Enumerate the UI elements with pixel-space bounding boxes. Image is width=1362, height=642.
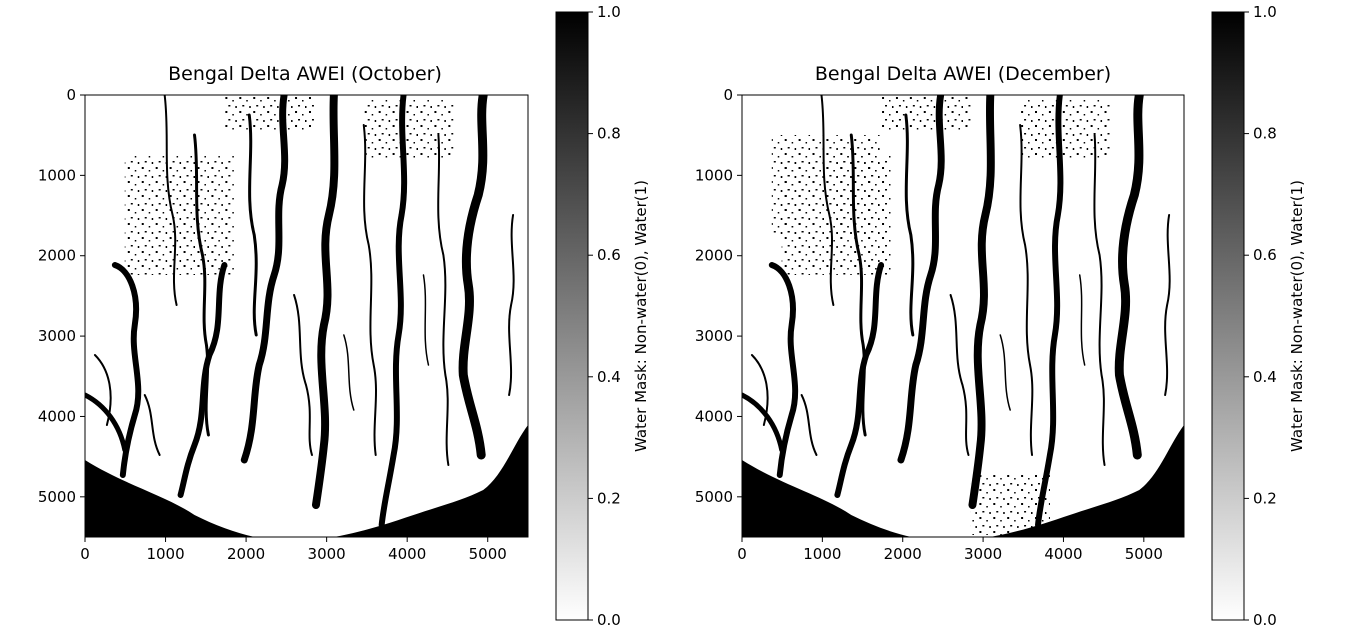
chart-title: Bengal Delta AWEI (December) — [815, 63, 1111, 85]
colorbar-tick-label: 0.6 — [597, 246, 621, 264]
x-tick-label: 0 — [737, 545, 747, 563]
y-tick-label: 1000 — [38, 166, 76, 184]
colorbar-tick-label: 0.0 — [597, 611, 621, 629]
x-tick-label: 3000 — [964, 545, 1002, 563]
x-tick-label: 5000 — [469, 545, 507, 563]
colorbar: 0.0 0.2 0.4 0.6 0.8 1.0 Water Mask: Non-water… — [555, 3, 650, 629]
x-tick-label: 1000 — [146, 545, 184, 563]
colorbar-tick-label: 0.4 — [597, 368, 621, 386]
y-tick-label: 1000 — [695, 166, 733, 184]
water-mask-image — [85, 95, 528, 537]
x-tick-label: 4000 — [1044, 545, 1082, 563]
y-tick-label: 4000 — [695, 407, 733, 425]
y-tick-label: 4000 — [38, 407, 76, 425]
colorbar-tick-label: 0.8 — [597, 125, 621, 143]
colorbar-label: Water Mask: Non-water(0), Water(1) — [632, 180, 650, 452]
y-tick-label: 5000 — [695, 488, 733, 506]
plot-frame — [741, 94, 1185, 538]
image-area — [84, 94, 529, 538]
panel-october: Bengal Delta AWEI (October) 0 1000 2000 300… — [38, 3, 650, 629]
colorbar-tick-label: 0.2 — [1253, 489, 1277, 507]
axis-ticks: 0 1000 2000 3000 4000 5000 0 1000 2000 3000 4000 50… — [38, 86, 507, 563]
plot-frame — [84, 94, 529, 538]
colorbar-tick-label: 0.4 — [1253, 368, 1277, 386]
colorbar-tick-label: 0.8 — [1253, 125, 1277, 143]
image-area — [741, 94, 1185, 538]
x-tick-label: 3000 — [308, 545, 346, 563]
y-tick-label: 0 — [723, 86, 733, 104]
y-tick-label: 2000 — [38, 247, 76, 265]
colorbar-ticks: 0.0 0.2 0.4 0.6 0.8 1.0 — [588, 3, 621, 629]
x-tick-label: 2000 — [227, 545, 265, 563]
colorbar: 0.0 0.2 0.4 0.6 0.8 1.0 Water Mask: Non-water… — [1211, 3, 1306, 629]
colorbar-tick-label: 1.0 — [1253, 3, 1277, 21]
y-tick-label: 3000 — [38, 327, 76, 345]
x-tick-label: 2000 — [884, 545, 922, 563]
colorbar-tick-label: 1.0 — [597, 3, 621, 21]
x-tick-label: 0 — [80, 545, 90, 563]
panel-december: Bengal Delta AWEI (December) 0 1000 2000 30… — [695, 3, 1306, 629]
axis-ticks: 0 1000 2000 3000 4000 5000 0 1000 2000 3000 4000 50… — [695, 86, 1163, 563]
y-tick-label: 5000 — [38, 488, 76, 506]
y-tick-label: 3000 — [695, 327, 733, 345]
colorbar-label: Water Mask: Non-water(0), Water(1) — [1288, 180, 1306, 452]
colorbar-tick-label: 0.2 — [597, 489, 621, 507]
y-tick-label: 0 — [66, 86, 76, 104]
water-mask-image — [742, 95, 1184, 537]
x-tick-label: 5000 — [1125, 545, 1163, 563]
x-tick-label: 4000 — [388, 545, 426, 563]
colorbar-tick-label: 0.6 — [1253, 246, 1277, 264]
y-tick-label: 2000 — [695, 247, 733, 265]
colorbar-gradient — [555, 11, 589, 621]
colorbar-ticks: 0.0 0.2 0.4 0.6 0.8 1.0 — [1244, 3, 1277, 629]
colorbar-gradient — [1211, 11, 1245, 621]
colorbar-tick-label: 0.0 — [1253, 611, 1277, 629]
chart-title: Bengal Delta AWEI (October) — [168, 63, 442, 85]
x-tick-label: 1000 — [803, 545, 841, 563]
